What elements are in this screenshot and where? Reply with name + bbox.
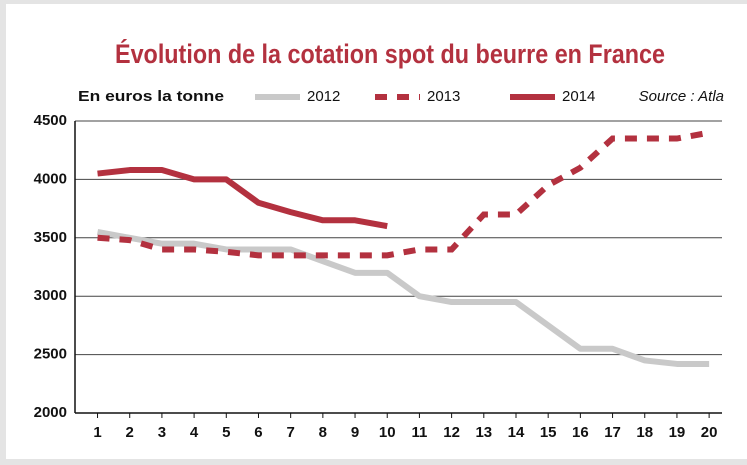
x-tick-label: 9	[351, 424, 359, 441]
legend-label: 2014	[562, 88, 595, 105]
legend-label: 2012	[307, 88, 340, 105]
source: Source : Atla	[639, 88, 724, 105]
x-tick-label: 12	[443, 424, 460, 441]
x-tick-label: 14	[508, 424, 525, 441]
series-line	[97, 129, 710, 259]
y-tick-label: 2500	[34, 346, 67, 363]
x-tick-label: 11	[411, 424, 427, 441]
x-tick-label: 3	[158, 424, 166, 441]
y-axis-label: En euros la tonne	[78, 88, 224, 105]
x-tick-label: 4	[190, 424, 199, 441]
series-line	[96, 229, 710, 367]
x-tick-label: 6	[254, 424, 262, 441]
x-tick-label: 16	[572, 424, 589, 441]
x-tick-label: 17	[604, 424, 621, 441]
y-tick-label: 3500	[34, 229, 67, 246]
panel	[6, 4, 747, 459]
x-tick-label: 8	[319, 424, 327, 441]
series-line	[97, 167, 388, 230]
x-tick-label: 18	[636, 424, 653, 441]
legend-label: 2013	[427, 88, 460, 105]
y-tick-label: 4000	[34, 170, 67, 187]
x-tick-label: 15	[540, 424, 557, 441]
x-tick-label: 5	[222, 424, 230, 441]
x-tick-label: 20	[701, 424, 718, 441]
x-tick-label: 10	[379, 424, 396, 441]
y-tick-label: 2000	[34, 404, 67, 421]
x-tick-label: 13	[475, 424, 492, 441]
x-tick-label: 1	[93, 424, 101, 441]
y-tick-label: 3000	[34, 287, 67, 304]
chart-title: Évolution de la cotation spot du beurre …	[115, 38, 665, 69]
x-tick-label: 7	[286, 424, 294, 441]
x-tick-label: 19	[669, 424, 686, 441]
x-tick-label: 2	[126, 424, 134, 441]
y-tick-label: 4500	[34, 112, 67, 129]
